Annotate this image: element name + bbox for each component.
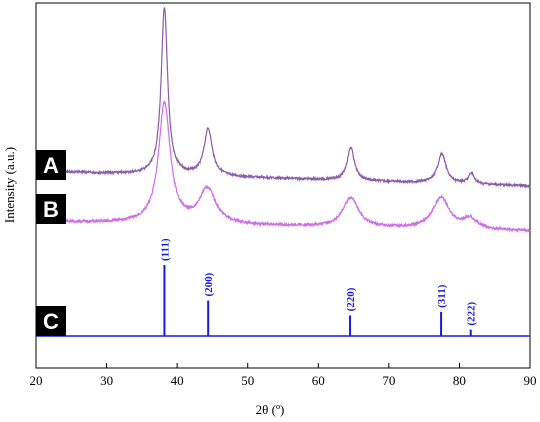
y-axis-title: Intensity (a.u.) bbox=[2, 147, 17, 223]
panel-label-b-text: B bbox=[43, 197, 59, 222]
reference-peak-label: (111) bbox=[159, 238, 171, 261]
x-tick-label: 50 bbox=[241, 373, 254, 388]
series-a bbox=[35, 7, 531, 190]
panel-label-a-text: A bbox=[43, 153, 59, 178]
reference-peak-label: (220) bbox=[345, 287, 357, 311]
panel-label-b: B bbox=[36, 194, 66, 224]
x-tick-label: 90 bbox=[524, 373, 537, 388]
x-tick-label: 30 bbox=[100, 373, 113, 388]
x-axis-title: 2θ (º) bbox=[256, 402, 285, 417]
series-c-reference: (111) (200) (220) (311) (222) bbox=[36, 238, 530, 337]
reference-peak-label: (200) bbox=[203, 272, 215, 296]
series-line-a bbox=[35, 7, 531, 190]
plot-frame bbox=[35, 2, 531, 369]
x-tick-label: 40 bbox=[171, 373, 184, 388]
panel-label-c: C bbox=[36, 306, 66, 336]
reference-peak-label: (311) bbox=[436, 284, 448, 308]
series-b bbox=[35, 100, 531, 233]
x-axis-ticks: 20 30 40 50 60 70 80 90 bbox=[30, 363, 537, 388]
panel-label-a: A bbox=[36, 150, 66, 180]
x-tick-label: 20 bbox=[30, 373, 43, 388]
x-tick-label: 80 bbox=[453, 373, 466, 388]
series-line-b bbox=[35, 100, 531, 233]
x-tick-label: 70 bbox=[382, 373, 395, 388]
x-tick-label: 60 bbox=[312, 373, 325, 388]
reference-peak-label: (222) bbox=[466, 301, 478, 325]
panel-label-c-text: C bbox=[43, 309, 59, 334]
